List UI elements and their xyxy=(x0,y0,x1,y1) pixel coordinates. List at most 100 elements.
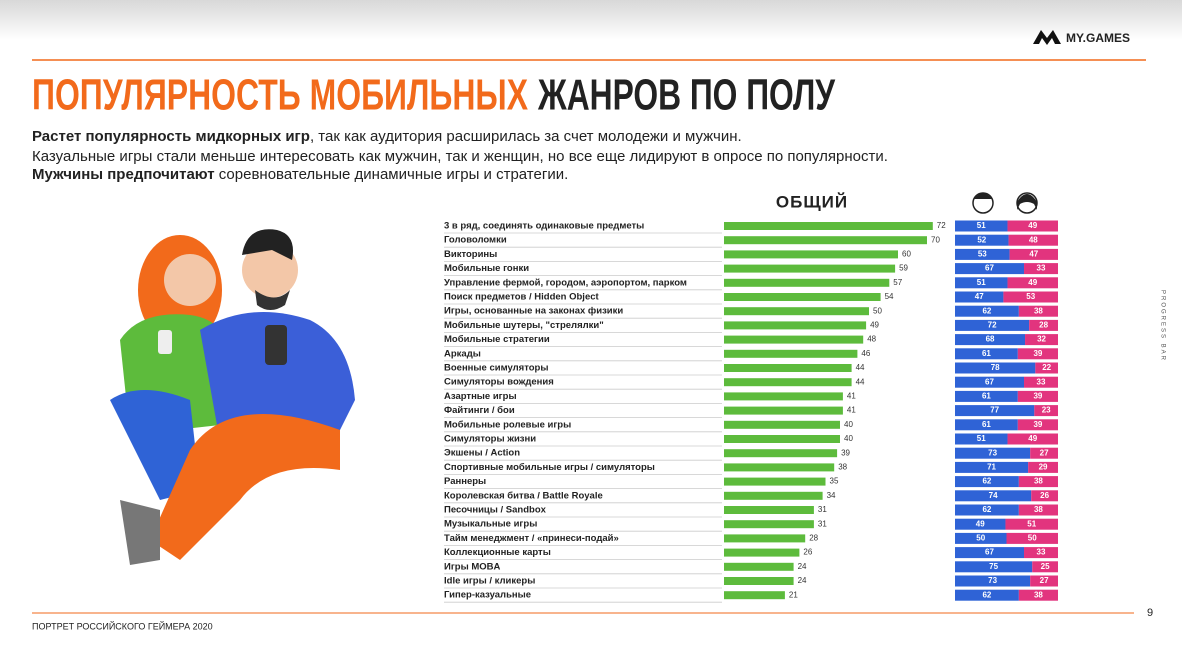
gender-label: 53 xyxy=(1026,292,1035,301)
gender-label: 67 xyxy=(985,377,994,386)
gender-label: 33 xyxy=(1037,548,1046,557)
intro-bold: Мужчины предпочитают xyxy=(32,166,215,183)
illustration xyxy=(110,229,355,565)
category-label: Викторины xyxy=(444,249,497,260)
gender-label: 61 xyxy=(982,392,991,401)
value-label: 59 xyxy=(899,264,908,273)
category-label: Военные симуляторы xyxy=(444,363,548,374)
bar xyxy=(724,335,864,344)
gender-label: 67 xyxy=(985,264,994,273)
gender-bar xyxy=(1024,263,1058,275)
intro-line: Мужчины предпочитают соревновательные ди… xyxy=(32,166,568,183)
gender-label: 75 xyxy=(989,562,998,571)
value-label: 57 xyxy=(893,278,902,287)
gender-label: 33 xyxy=(1037,377,1046,386)
gender-label: 61 xyxy=(982,420,991,429)
gender-bar xyxy=(955,561,1033,573)
value-label: 38 xyxy=(838,463,847,472)
category-label: Игры MOBA xyxy=(444,561,501,572)
bar xyxy=(724,577,794,585)
intro-text: , так как аудитория расширилась за счет … xyxy=(310,128,742,145)
category-label: Файтинги / бои xyxy=(444,405,515,416)
category-label: Игры, основанные на законах физики xyxy=(444,306,623,317)
category-label: Idle игры / кликеры xyxy=(444,576,535,587)
gender-bar xyxy=(955,220,1008,232)
category-label: Симуляторы жизни xyxy=(444,434,536,445)
gender-bar xyxy=(955,419,1018,431)
category-label: Головоломки xyxy=(444,235,507,246)
value-label: 70 xyxy=(931,235,940,244)
category-label: Симуляторы вождения xyxy=(444,377,554,388)
category-label: Управление фермой, городом, аэропортом, … xyxy=(444,277,687,288)
gender-bar xyxy=(1007,433,1058,445)
bar xyxy=(724,378,852,387)
bar xyxy=(724,250,898,259)
gender-label: 33 xyxy=(1037,264,1046,273)
value-label: 26 xyxy=(803,548,812,557)
gender-bar xyxy=(955,461,1029,473)
gender-bar xyxy=(1029,319,1058,331)
intro-line: Казуальные игры стали меньше интересоват… xyxy=(32,148,888,165)
gender-bar xyxy=(955,248,1010,260)
bar xyxy=(724,406,843,415)
gender-bar xyxy=(1017,348,1058,360)
male-icon-hair xyxy=(974,193,992,199)
gender-bar xyxy=(955,277,1008,289)
category-label: Гипер-казуальные xyxy=(444,590,531,601)
gender-label: 68 xyxy=(986,335,995,344)
gender-label: 67 xyxy=(985,548,994,557)
gender-bar xyxy=(1005,518,1058,530)
bar xyxy=(724,236,927,245)
gender-bar xyxy=(1007,277,1058,289)
gender-label: 49 xyxy=(976,519,985,528)
gender-label: 27 xyxy=(1040,448,1049,457)
value-label: 39 xyxy=(841,448,850,457)
value-label: 24 xyxy=(798,562,807,571)
value-label: 34 xyxy=(827,491,836,500)
value-label: 41 xyxy=(847,406,856,415)
value-label: 48 xyxy=(867,335,876,344)
bar xyxy=(724,548,800,557)
gender-label: 38 xyxy=(1034,590,1043,599)
gender-bar xyxy=(1034,405,1058,417)
gender-label: 51 xyxy=(977,221,986,230)
category-label: Азартные игры xyxy=(444,391,517,402)
intro-line: Растет популярность мидкорных игр, так к… xyxy=(32,128,742,145)
gender-bar xyxy=(1017,390,1058,402)
category-label: Мобильные стратегии xyxy=(444,334,550,345)
bar xyxy=(724,278,890,287)
female-icon-hair xyxy=(1017,194,1037,210)
bar xyxy=(724,520,814,529)
footer-text: ПОРТРЕТ РОССИЙСКОГО ГЕЙМЕРА 2020 xyxy=(32,620,213,631)
gender-label: 39 xyxy=(1033,420,1042,429)
gender-bar xyxy=(955,575,1031,587)
value-label: 31 xyxy=(818,519,827,528)
category-label: Песочницы / Sandbox xyxy=(444,505,547,516)
category-label: Раннеры xyxy=(444,476,486,487)
category-label: Мобильные шутеры, "стрелялки" xyxy=(444,320,604,331)
gender-label: 23 xyxy=(1042,406,1051,415)
gender-label: 71 xyxy=(987,463,996,472)
value-label: 21 xyxy=(789,590,798,599)
gender-label: 28 xyxy=(1039,321,1048,330)
gender-bar xyxy=(1025,334,1058,346)
gender-bar xyxy=(955,348,1018,360)
gender-label: 62 xyxy=(982,505,991,514)
value-label: 72 xyxy=(937,221,946,230)
category-label: Мобильные гонки xyxy=(444,263,529,274)
gender-label: 32 xyxy=(1037,335,1046,344)
intro-bold: Растет популярность мидкорных игр xyxy=(32,128,310,145)
gender-bar xyxy=(955,376,1025,388)
gender-bar xyxy=(1008,234,1058,246)
gender-label: 38 xyxy=(1034,477,1043,486)
category-label: Музыкальные игры xyxy=(444,519,537,530)
gender-bar xyxy=(955,362,1036,374)
gender-label: 38 xyxy=(1034,505,1043,514)
gender-label: 73 xyxy=(988,576,997,585)
gender-label: 22 xyxy=(1042,363,1051,372)
gender-label: 74 xyxy=(989,491,998,500)
gender-bar xyxy=(955,447,1031,459)
value-label: 40 xyxy=(844,420,853,429)
bar xyxy=(724,477,826,486)
gender-label: 73 xyxy=(988,448,997,457)
